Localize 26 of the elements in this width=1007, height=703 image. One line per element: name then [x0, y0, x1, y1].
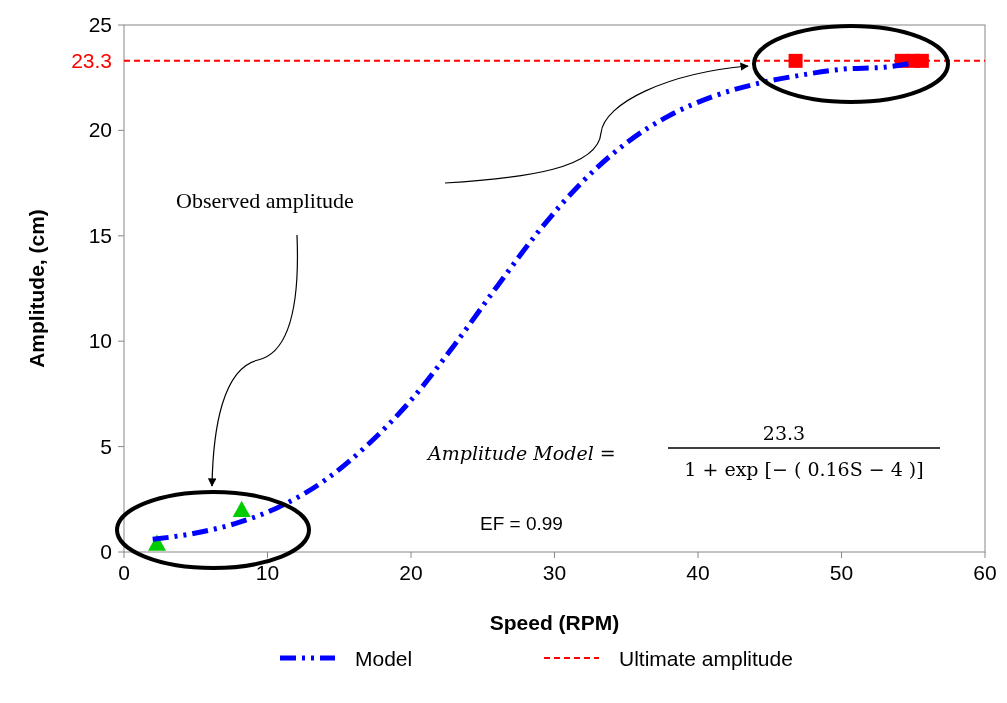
legend-label: Ultimate amplitude: [619, 647, 793, 670]
point: [788, 53, 803, 68]
x-tick-label: 10: [255, 561, 280, 584]
x-tick-label: 0: [118, 561, 130, 584]
y-tick-label: 5: [100, 434, 112, 458]
annotation: EF = 0.99: [480, 513, 563, 534]
x-axis-title: Speed (RPM): [489, 611, 620, 634]
legend-label: Model: [355, 647, 413, 670]
point: [914, 53, 929, 68]
y-tick-label: 20: [88, 118, 112, 142]
x-tick-label: 40: [686, 561, 710, 584]
x-tick-label: 20: [399, 561, 423, 584]
y-axis-title: Amplitude, (cm): [25, 209, 48, 368]
text: 23.3: [71, 48, 112, 72]
x-tick-label: 60: [973, 561, 997, 584]
x-tick-label: 30: [542, 561, 567, 584]
annotation: Observed amplitude: [176, 188, 354, 213]
x-tick-label: 50: [829, 561, 854, 584]
y-tick-label: 15: [88, 223, 112, 247]
annotation: 1 + exp [− ( 0.16S − 4 )]: [684, 458, 924, 480]
y-tick-label: 25: [88, 13, 112, 36]
annotation: 23.3: [762, 422, 806, 444]
annotation: Amplitude Model =: [426, 442, 616, 464]
point: [232, 500, 251, 518]
y-tick-label: 0: [100, 540, 112, 563]
y-tick-label: 10: [88, 329, 112, 353]
